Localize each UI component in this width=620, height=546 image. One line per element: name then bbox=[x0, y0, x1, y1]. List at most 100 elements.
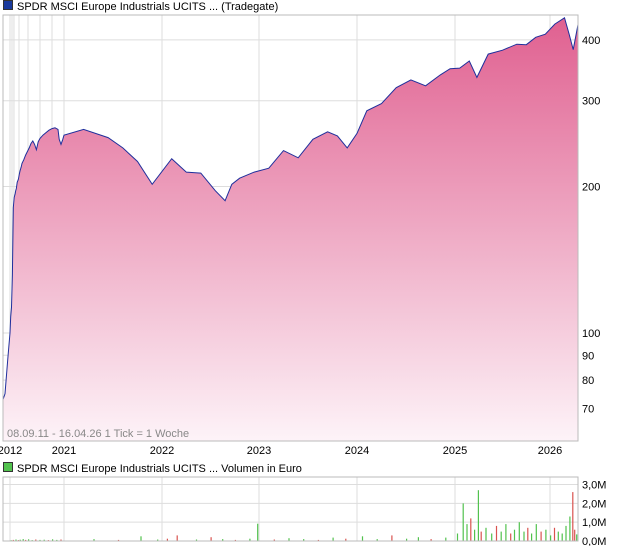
volume-bar bbox=[28, 539, 30, 541]
volume-y-tick-label: 3,0M bbox=[582, 480, 606, 492]
volume-bar bbox=[500, 531, 502, 541]
volume-bar bbox=[470, 518, 472, 541]
price-x-ticks: 2012 2021 2022 2023 2024 2025 2026 bbox=[0, 445, 562, 457]
price-x-tick-label: 2022 bbox=[150, 445, 174, 457]
volume-grid bbox=[3, 477, 578, 542]
volume-bar bbox=[166, 538, 168, 541]
volume-bar bbox=[417, 537, 419, 541]
volume-bar bbox=[303, 539, 305, 541]
volume-bar bbox=[491, 533, 493, 541]
volume-bar bbox=[361, 536, 364, 541]
volume-bar bbox=[56, 539, 58, 541]
volume-bar bbox=[234, 539, 236, 541]
price-line bbox=[2, 17, 579, 400]
volume-bar bbox=[565, 525, 567, 541]
price-area bbox=[3, 17, 578, 442]
volume-bar bbox=[376, 539, 378, 541]
volume-bars bbox=[10, 490, 578, 541]
price-x-tick-label: 2025 bbox=[443, 445, 467, 457]
volume-bar bbox=[513, 529, 516, 541]
price-y-tick-label: 400 bbox=[582, 35, 600, 47]
volume-bar bbox=[545, 529, 547, 541]
volume-bar bbox=[12, 539, 14, 541]
volume-bar bbox=[561, 533, 563, 541]
volume-legend: SPDR MSCI Europe Industrials UCITS ... V… bbox=[3, 462, 302, 476]
volume-bar bbox=[531, 533, 533, 541]
volume-bar bbox=[222, 539, 224, 541]
volume-bar bbox=[462, 503, 464, 541]
volume-bar bbox=[553, 527, 556, 541]
volume-bar bbox=[406, 538, 408, 541]
volume-legend-label: SPDR MSCI Europe Industrials UCITS ... V… bbox=[17, 463, 302, 475]
volume-bar bbox=[535, 524, 537, 541]
volume-bar bbox=[35, 539, 37, 541]
volume-bar bbox=[430, 539, 432, 541]
volume-legend-swatch bbox=[3, 462, 13, 472]
volume-bar bbox=[39, 539, 41, 541]
volume-bar bbox=[288, 538, 290, 541]
volume-bar bbox=[249, 538, 251, 541]
volume-bar bbox=[140, 536, 142, 541]
price-x-tick-label: 2021 bbox=[52, 445, 76, 457]
volume-bar bbox=[117, 539, 120, 541]
volume-bar bbox=[15, 539, 17, 541]
volume-bar bbox=[391, 535, 393, 541]
volume-bar bbox=[576, 534, 578, 541]
price-x-tick-label: 2026 bbox=[538, 445, 562, 457]
volume-bar bbox=[43, 539, 45, 541]
volume-bar bbox=[345, 538, 347, 541]
volume-bar bbox=[210, 537, 212, 541]
volume-y-tick-label: 0,0M bbox=[582, 536, 606, 546]
volume-bar bbox=[22, 539, 24, 541]
price-y-tick-label: 80 bbox=[582, 375, 594, 387]
volume-bar bbox=[176, 535, 178, 541]
volume-bar bbox=[456, 533, 459, 541]
volume-bar bbox=[495, 525, 498, 541]
volume-bar bbox=[25, 539, 27, 541]
volume-bar bbox=[485, 527, 487, 541]
price-frame bbox=[2, 14, 579, 442]
volume-bar bbox=[523, 531, 525, 541]
volume-bar bbox=[477, 490, 479, 541]
volume-y-ticks: 3,0M 2,0M 1,0M 0,0M bbox=[582, 480, 606, 546]
volume-frame bbox=[2, 476, 579, 542]
price-legend-swatch bbox=[3, 0, 13, 10]
volume-bar bbox=[572, 492, 574, 541]
volume-bar bbox=[332, 537, 334, 541]
price-x-tick-label: 2012 bbox=[0, 445, 22, 457]
volume-bar bbox=[19, 539, 21, 541]
volume-y-tick-label: 2,0M bbox=[582, 498, 606, 510]
volume-bar bbox=[527, 527, 529, 541]
price-y-tick-label: 300 bbox=[582, 96, 600, 108]
volume-bar bbox=[466, 524, 468, 541]
volume-bar bbox=[569, 516, 571, 541]
volume-bar bbox=[574, 529, 576, 541]
volume-bar bbox=[518, 522, 520, 541]
volume-bar bbox=[510, 533, 512, 541]
price-y-tick-label: 70 bbox=[582, 403, 594, 415]
price-legend-label: SPDR MSCI Europe Industrials UCITS ... (… bbox=[17, 1, 279, 13]
price-x-tick-label: 2023 bbox=[247, 445, 271, 457]
volume-bar bbox=[257, 523, 259, 541]
price-y-tick-label: 90 bbox=[582, 350, 594, 362]
volume-bar bbox=[157, 539, 159, 541]
volume-bar bbox=[317, 539, 319, 541]
volume-bar bbox=[474, 529, 476, 541]
date-range-footnote: 08.09.11 - 16.04.26 1 Tick = 1 Woche bbox=[7, 428, 190, 440]
price-legend: SPDR MSCI Europe Industrials UCITS ... (… bbox=[3, 0, 278, 14]
volume-bar bbox=[445, 537, 447, 541]
volume-bar bbox=[480, 531, 482, 541]
volume-bar bbox=[505, 524, 507, 541]
volume-y-tick-label: 1,0M bbox=[582, 517, 606, 529]
volume-bar bbox=[540, 531, 542, 541]
price-y-ticks: 400 300 200 100 90 80 70 bbox=[582, 35, 600, 416]
price-y-tick-label: 100 bbox=[582, 328, 600, 340]
price-x-tick-label: 2024 bbox=[345, 445, 369, 457]
volume-bar bbox=[52, 539, 54, 541]
price-y-tick-label: 200 bbox=[582, 181, 600, 193]
volume-bar bbox=[550, 535, 552, 541]
volume-bar bbox=[557, 531, 559, 541]
volume-bar bbox=[273, 539, 275, 541]
volume-bar bbox=[195, 539, 198, 541]
